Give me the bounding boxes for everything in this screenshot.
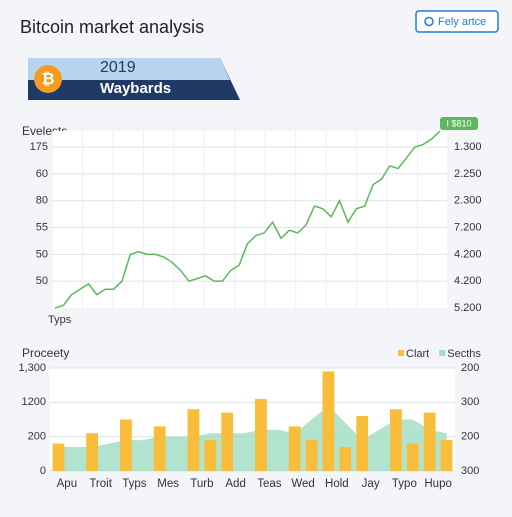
x-tick-label: Mes: [157, 478, 179, 490]
x-tick-label: Wed: [291, 478, 314, 490]
y2-tick-label: 4.200: [454, 248, 482, 260]
bitcoin-icon: [34, 65, 62, 93]
plot-area: [52, 131, 448, 308]
bar: [255, 398, 267, 471]
badge: [440, 117, 478, 130]
bar: [288, 426, 301, 471]
bar: [120, 419, 132, 471]
bar: [221, 412, 234, 471]
y-tick-label: 50: [36, 248, 48, 260]
x-tick-label: Typo: [392, 478, 417, 490]
y-tick-label: 80: [36, 195, 48, 207]
bar: [322, 371, 335, 471]
legend-label: Clart: [406, 348, 429, 360]
bar: [440, 440, 453, 471]
button-icon: [424, 16, 434, 27]
bar: [52, 443, 65, 471]
page-title: Bitcoin market analysis: [20, 17, 204, 37]
y-tick-label: 55: [36, 221, 48, 233]
y-tick-label: 200: [28, 431, 46, 443]
y-tick-label: 175: [30, 141, 48, 153]
y2-tick-label: 7.200: [454, 221, 482, 233]
banner-label: Waybards: [100, 80, 171, 97]
y2-tick-label: 200: [461, 431, 479, 443]
bar: [339, 446, 352, 471]
x-tick-label: Hupo: [424, 478, 452, 490]
x-label: Typs: [48, 314, 72, 326]
bar: [356, 416, 369, 471]
legend-label: Secths: [447, 348, 481, 360]
x-tick-label: Apu: [57, 478, 77, 490]
y-tick-label: 1200: [22, 396, 46, 408]
legend-swatch: [398, 350, 404, 356]
bitcoin-symbol: ₿: [41, 70, 54, 88]
button-label: Fely artce: [438, 16, 486, 28]
bar: [406, 443, 419, 471]
x-tick-label: Troit: [89, 478, 112, 490]
y2-tick-label: 2.250: [454, 168, 482, 180]
y-tick-label: 50: [36, 275, 48, 287]
x-tick-label: Turb: [190, 478, 213, 490]
chart-title: Proceety: [22, 346, 69, 360]
x-tick-label: Typs: [122, 478, 147, 490]
bar: [390, 409, 402, 471]
x-tick-label: Add: [225, 478, 245, 490]
y2-tick-label: 1.300: [454, 141, 482, 153]
y2-tick-label: 4.200: [454, 275, 482, 287]
bar: [153, 426, 166, 471]
button[interactable]: [415, 10, 499, 33]
bar: [204, 440, 217, 471]
bar: [423, 412, 436, 471]
bar: [305, 440, 318, 471]
x-tick-label: Teas: [257, 478, 282, 490]
y2-tick-label: 300: [461, 465, 479, 477]
y-tick-label: 60: [36, 168, 48, 180]
price-line: [54, 130, 441, 309]
legend-swatch: [439, 350, 446, 356]
y2-tick-label: 300: [461, 396, 479, 408]
x-tick-label: Jay: [362, 478, 380, 490]
y2-tick-label: 5.200: [454, 302, 482, 314]
bar: [187, 409, 200, 471]
x-tick-label: Hold: [325, 478, 349, 490]
badge-label: I $810: [446, 118, 471, 128]
banner-top: [28, 58, 230, 80]
bar: [86, 433, 99, 471]
y-tick-label: 0: [40, 465, 46, 477]
y-tick-label: 1,300: [18, 362, 46, 374]
banner-year: 2019: [100, 59, 136, 76]
y2-tick-label: 2.300: [454, 195, 482, 207]
y2-tick-label: 200: [461, 362, 479, 374]
